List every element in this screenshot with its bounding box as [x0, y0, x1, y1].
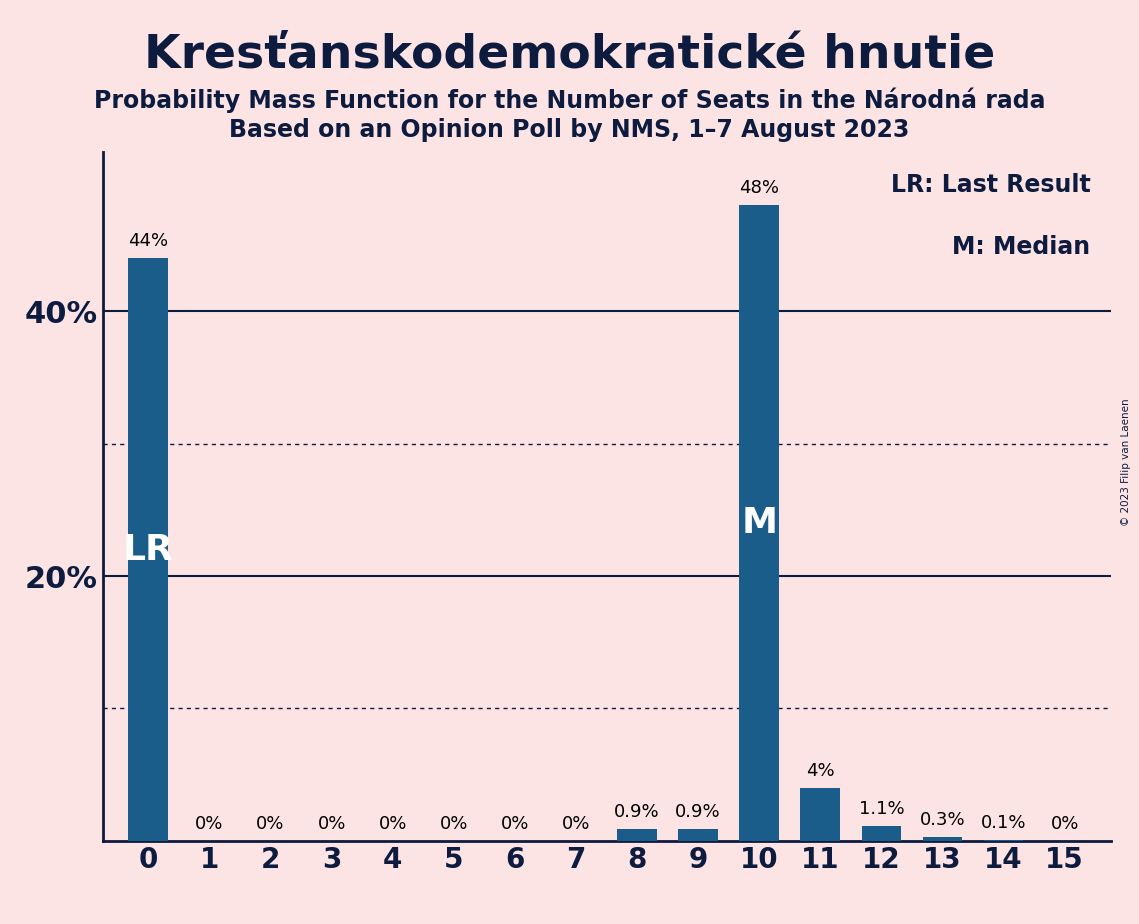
Bar — [984, 840, 1024, 841]
Text: 0%: 0% — [1050, 815, 1079, 833]
Bar — [129, 259, 169, 841]
Text: M: M — [741, 506, 777, 541]
Text: 0%: 0% — [378, 815, 407, 833]
Text: Probability Mass Function for the Number of Seats in the Národná rada: Probability Mass Function for the Number… — [93, 88, 1046, 114]
Text: 4%: 4% — [806, 762, 835, 780]
Text: Based on an Opinion Poll by NMS, 1–7 August 2023: Based on an Opinion Poll by NMS, 1–7 Aug… — [229, 118, 910, 142]
Text: 0.9%: 0.9% — [614, 803, 659, 821]
Bar — [861, 826, 901, 841]
Text: Kresťanskodemokratické hnutie: Kresťanskodemokratické hnutie — [144, 32, 995, 78]
Text: 0%: 0% — [195, 815, 223, 833]
Bar — [679, 829, 718, 841]
Bar — [923, 837, 962, 841]
Text: 0%: 0% — [318, 815, 346, 833]
Text: 0%: 0% — [562, 815, 590, 833]
Text: 0.1%: 0.1% — [981, 813, 1026, 832]
Text: © 2023 Filip van Laenen: © 2023 Filip van Laenen — [1121, 398, 1131, 526]
Bar — [739, 205, 779, 841]
Bar — [617, 829, 657, 841]
Text: 0%: 0% — [440, 815, 468, 833]
Text: 0%: 0% — [501, 815, 530, 833]
Text: LR: LR — [123, 532, 174, 566]
Text: 0.9%: 0.9% — [675, 803, 721, 821]
Text: M: Median: M: Median — [952, 235, 1090, 259]
Text: 0%: 0% — [256, 815, 285, 833]
Text: 1.1%: 1.1% — [859, 800, 904, 819]
Text: 0.3%: 0.3% — [919, 811, 966, 829]
Text: LR: Last Result: LR: Last Result — [891, 173, 1090, 197]
Bar — [801, 788, 841, 841]
Text: 44%: 44% — [129, 233, 169, 250]
Text: 48%: 48% — [739, 179, 779, 198]
